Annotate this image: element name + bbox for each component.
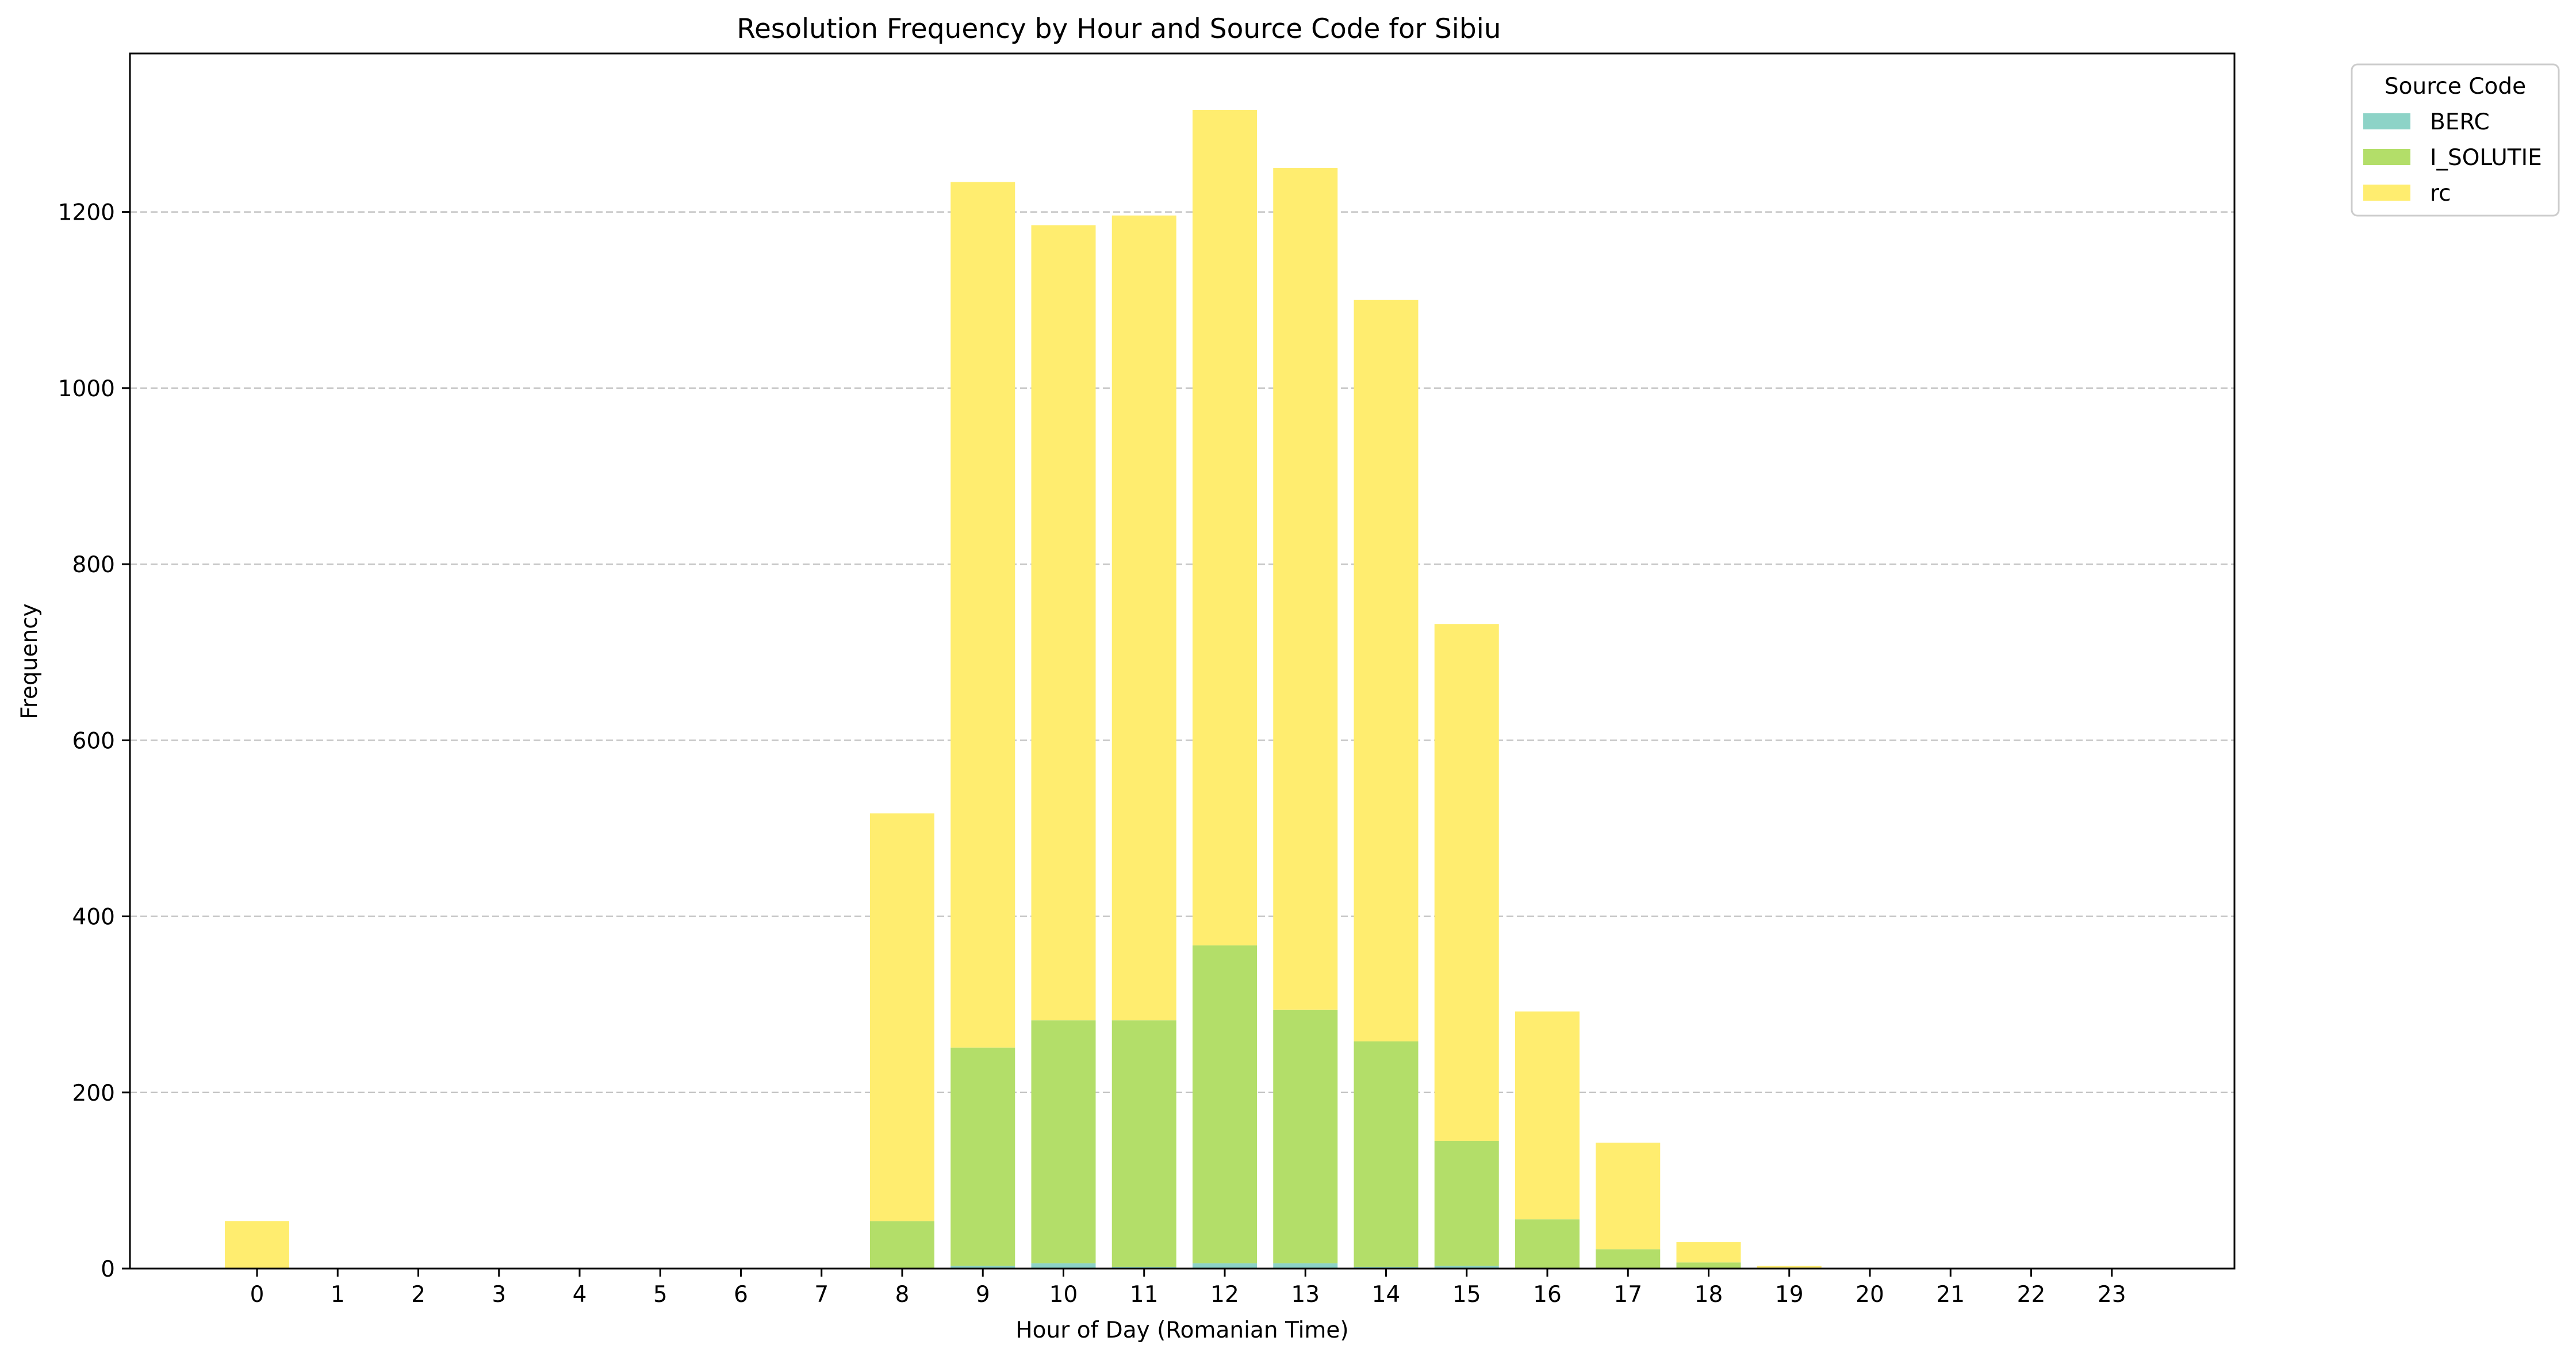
x-axis-title: Hour of Day (Romanian Time) [1015,1317,1348,1343]
x-tick-label: 18 [1695,1282,1723,1308]
bar-berc-hour-14 [1354,1266,1419,1269]
y-tick-label: 0 [101,1256,115,1282]
x-axis: 0 1 2 3 4 5 6 7 8 9 10 11 12 13 14 15 16 17 18 19 20 21 22 23 [250,1269,2126,1308]
x-tick-label: 3 [492,1282,506,1308]
bar-rc-hour-14 [1354,300,1419,1041]
y-tick-label: 800 [72,552,115,578]
bar-i-solutie-hour-16 [1515,1219,1580,1269]
legend-frame [2351,63,2560,217]
chart-title: Resolution Frequency by Hour and Source … [737,13,1501,45]
bar-i-solutie-hour-8 [870,1221,934,1269]
bar-berc-hour-15 [1434,1266,1499,1269]
bar-i-solutie-hour-11 [1111,1020,1176,1267]
bar-i-solutie-hour-10 [1031,1020,1096,1263]
bar-rc-hour-17 [1596,1143,1661,1250]
gridlines [130,211,2234,1094]
bar-rc-hour-0 [225,1221,289,1269]
bar-i-solutie-hour-18 [1676,1262,1741,1269]
y-tick-label: 400 [72,905,115,930]
y-tick-label: 1000 [58,376,115,402]
legend-label: BERC [2430,109,2490,135]
x-tick-label: 19 [1775,1282,1804,1308]
x-tick-label: 20 [1856,1282,1884,1308]
y-axis: 0 200 400 600 800 1000 1200 [58,200,130,1282]
legend-swatch [2363,113,2410,129]
x-tick-label: 2 [411,1282,425,1308]
bar-i-solutie-hour-14 [1354,1041,1419,1267]
legend-title: Source Code [2385,74,2526,99]
bar-i-solutie-hour-17 [1596,1249,1661,1269]
x-tick-label: 1 [331,1282,345,1308]
bar-i-solutie-hour-13 [1273,1009,1338,1263]
x-tick-label: 4 [573,1282,587,1308]
bar-rc-hour-16 [1515,1011,1580,1220]
bar-i-solutie-hour-12 [1193,945,1257,1263]
x-tick-label: 15 [1452,1282,1481,1308]
x-tick-label: 14 [1372,1282,1401,1308]
x-tick-label: 9 [976,1282,990,1308]
bar-rc-hour-11 [1111,215,1176,1021]
y-tick-label: 200 [72,1081,115,1106]
bar-rc-hour-13 [1273,168,1338,1010]
bar-i-solutie-hour-15 [1434,1140,1499,1266]
legend-label: I_SOLUTIE [2430,145,2542,171]
y-tick-label: 1200 [58,200,115,226]
x-tick-label: 11 [1130,1282,1159,1308]
x-tick-label: 16 [1533,1282,1562,1308]
x-tick-label: 21 [1936,1282,1965,1308]
bar-berc-hour-11 [1111,1266,1176,1269]
x-tick-label: 12 [1210,1282,1239,1308]
bar-berc-hour-10 [1031,1263,1096,1269]
bar-rc-hour-18 [1676,1242,1741,1263]
x-tick-label: 10 [1049,1282,1078,1308]
bar-i-solutie-hour-9 [950,1047,1015,1266]
x-tick-label: 17 [1613,1282,1642,1308]
x-tick-label: 8 [895,1282,910,1308]
bar-rc-hour-19 [1757,1266,1822,1268]
bar-rc-hour-10 [1031,225,1096,1021]
x-tick-label: 22 [2017,1282,2046,1308]
bar-berc-hour-13 [1273,1263,1338,1269]
legend-swatch [2363,185,2410,201]
bars [225,109,1822,1269]
bar-berc-hour-9 [950,1266,1015,1269]
x-tick-label: 5 [653,1282,668,1308]
bar-rc-hour-12 [1193,109,1257,946]
bar-rc-hour-9 [950,182,1015,1048]
x-tick-label: 0 [250,1282,264,1308]
x-tick-label: 23 [2098,1282,2126,1308]
y-tick-label: 600 [72,728,115,754]
y-axis-title: Frequency [17,603,43,719]
bar-berc-hour-12 [1193,1263,1257,1269]
bar-rc-hour-8 [870,813,934,1221]
x-tick-label: 7 [814,1282,829,1308]
x-tick-label: 6 [734,1282,748,1308]
legend-swatch [2363,149,2410,165]
legend-label: rc [2430,181,2451,206]
bar-rc-hour-15 [1434,624,1499,1141]
x-tick-label: 13 [1291,1282,1320,1308]
plot-frame [129,52,2236,1270]
